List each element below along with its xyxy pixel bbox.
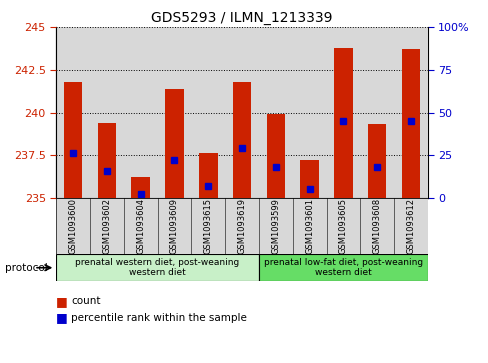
Bar	[367, 125, 386, 198]
Bar	[64, 82, 82, 198]
Bar	[165, 89, 183, 198]
Text: GSM1093600: GSM1093600	[68, 198, 78, 254]
Bar	[56, 254, 259, 281]
Text: ■: ■	[56, 311, 68, 324]
Text: GSM1093602: GSM1093602	[102, 198, 111, 254]
Text: GSM1093612: GSM1093612	[406, 198, 415, 254]
Bar	[199, 154, 217, 198]
Bar	[333, 48, 352, 198]
Bar	[266, 114, 285, 198]
Text: GSM1093608: GSM1093608	[372, 198, 381, 254]
Text: count: count	[71, 296, 100, 306]
Text: ■: ■	[56, 295, 68, 308]
Bar	[401, 49, 419, 198]
Bar	[131, 178, 150, 198]
Bar	[98, 123, 116, 198]
Text: GSM1093601: GSM1093601	[305, 198, 313, 254]
Text: prenatal low-fat diet, post-weaning
western diet: prenatal low-fat diet, post-weaning west…	[264, 258, 422, 277]
Bar	[232, 82, 251, 198]
Text: GSM1093605: GSM1093605	[338, 198, 347, 254]
Text: prenatal western diet, post-weaning
western diet: prenatal western diet, post-weaning west…	[75, 258, 239, 277]
Bar	[300, 160, 318, 198]
Text: GSM1093615: GSM1093615	[203, 198, 212, 254]
Text: GSM1093604: GSM1093604	[136, 198, 145, 254]
Text: GSM1093609: GSM1093609	[170, 198, 179, 254]
Text: GSM1093619: GSM1093619	[237, 198, 246, 254]
Bar	[259, 254, 427, 281]
Title: GDS5293 / ILMN_1213339: GDS5293 / ILMN_1213339	[151, 11, 332, 25]
Text: percentile rank within the sample: percentile rank within the sample	[71, 313, 246, 323]
Text: protocol: protocol	[5, 263, 47, 273]
Text: GSM1093599: GSM1093599	[271, 198, 280, 254]
